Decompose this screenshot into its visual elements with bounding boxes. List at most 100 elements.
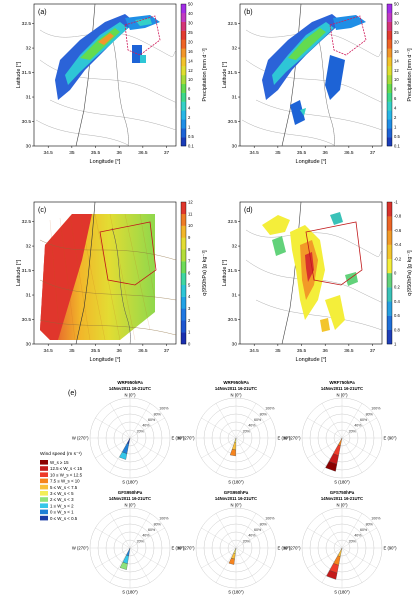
rose-title: GFS750hPa [330, 490, 355, 495]
rose-ring-label: 20% [137, 429, 145, 433]
x-tick-label: 37 [370, 150, 376, 156]
compass-e: E (90°) [278, 546, 292, 551]
rose-ring-label: 40% [354, 534, 362, 538]
rose-spoke [109, 403, 131, 439]
rose-ring-label: 60% [254, 418, 262, 422]
colorbar-tick-label: 14 [394, 58, 399, 63]
colorbar-tick-label: 6 [188, 96, 191, 101]
colorbar-tick-label: 14 [188, 58, 193, 63]
y-tick-label: 31.5 [22, 70, 32, 76]
y-tick-label: 32 [26, 46, 32, 52]
compass-n: N (0°) [125, 503, 137, 508]
rose-spoke [235, 417, 271, 439]
rose-spoke [95, 437, 131, 459]
y-tick-label: 30 [232, 342, 238, 348]
colorbar-tick-label: 11 [188, 211, 193, 216]
rose-title: WRF750hPa [329, 380, 355, 385]
colorbar-tick-label: 20 [188, 39, 193, 44]
colorbar-tick-label: 30 [394, 20, 399, 25]
rose-spoke [95, 547, 131, 569]
rose-petal-segment [325, 461, 338, 472]
colorbar-swatch [181, 237, 186, 250]
rose-spoke [129, 547, 151, 583]
legend-swatch [40, 472, 48, 477]
rose-ring-label: 40% [248, 424, 256, 428]
colorbar-swatch [181, 273, 186, 286]
colorbar-swatch [387, 101, 392, 111]
colorbar-tick-label: 1 [188, 125, 191, 130]
colorbar-tick-label: 8 [188, 247, 191, 252]
x-tick-label: 36.5 [344, 150, 354, 156]
legend-item-label: 1 ≤ W_s < 2 [50, 503, 74, 508]
x-tick-label: 36.5 [344, 348, 354, 354]
compass-e: E (90°) [278, 436, 292, 441]
rose-petal-segment [326, 570, 338, 580]
rose-spoke [235, 437, 257, 473]
rose-spoke [235, 547, 271, 569]
x-tick-label: 35 [69, 150, 75, 156]
legend-item-label: 10 ≤ W_s < 12.5 [50, 472, 83, 477]
rose-spoke [201, 437, 237, 459]
rose-spoke [235, 513, 257, 549]
compass-n: N (0°) [231, 393, 243, 398]
rose-ring-label: 80% [260, 412, 268, 416]
rose-spoke [201, 547, 237, 569]
colorbar-swatch [181, 39, 186, 49]
colorbar-swatch [181, 308, 186, 321]
colorbar-swatch [387, 119, 392, 129]
x-tick-label: 35.5 [91, 348, 101, 354]
compass-w: W (270°) [284, 436, 301, 441]
rose-subtitle: 14Nov2011 16-21UTC [215, 496, 257, 501]
rose-ring-label: 20% [349, 539, 357, 543]
colorbar-tick-label: 6 [394, 96, 397, 101]
colorbar-swatch [387, 216, 392, 231]
colorbar-swatch [181, 21, 186, 31]
colorbar-tick-label: 50 [188, 2, 193, 7]
colorbar-swatch [181, 48, 186, 58]
rose-spoke [215, 547, 237, 583]
rose-ring-label: 40% [142, 424, 150, 428]
compass-w: W (270°) [178, 546, 195, 551]
rose-title: GFS950hPa [118, 490, 143, 495]
rose-ring-label: 80% [366, 522, 374, 526]
colorbar-tick-label: 9 [188, 235, 191, 240]
rose-spoke [109, 513, 131, 549]
rose-ring-label: 100% [265, 517, 275, 521]
map-content [39, 202, 176, 344]
colorbar-tick-label: 10 [394, 77, 399, 82]
rose-title: WRF950hPa [223, 380, 249, 385]
legend-title: Wind speed (m s⁻¹) [40, 451, 82, 457]
legend-swatch [40, 515, 48, 521]
rose-spoke [109, 547, 131, 583]
rose-subtitle: 14Nov2011 16-21UTC [109, 386, 151, 391]
colorbar-frame [180, 3, 187, 147]
colorbar-swatch [181, 30, 186, 40]
colorbar-label: Precipitation [mm d⁻¹] [407, 48, 413, 102]
colorbar-swatch [387, 230, 392, 245]
x-tick-label: 34.5 [250, 348, 260, 354]
legend-swatch [40, 484, 48, 490]
compass-s: S (180°) [228, 590, 244, 595]
rose-subtitle: 14Nov2011 16-21UTC [109, 496, 151, 501]
rose-spoke [235, 547, 257, 583]
colorbar-tick-label: 1 [394, 342, 397, 347]
rose-petal-segment [119, 562, 128, 570]
legend-swatch [40, 497, 48, 502]
colorbar-swatch [387, 287, 392, 302]
colorbar-swatch [387, 92, 392, 102]
colorbar-swatch [181, 4, 186, 14]
legend-swatch [40, 503, 48, 508]
rose-spoke [341, 547, 363, 583]
y-axis-label: Latitude [°] [16, 61, 22, 88]
colorbar-frame [180, 201, 187, 345]
x-tick-label: 34.5 [44, 348, 54, 354]
y-tick-label: 31.5 [22, 268, 32, 274]
legend-swatch [40, 509, 48, 515]
colorbar-swatch [181, 213, 186, 226]
rose-ring-label: 100% [265, 407, 275, 411]
colorbar-tick-label: 0.6 [394, 313, 400, 318]
